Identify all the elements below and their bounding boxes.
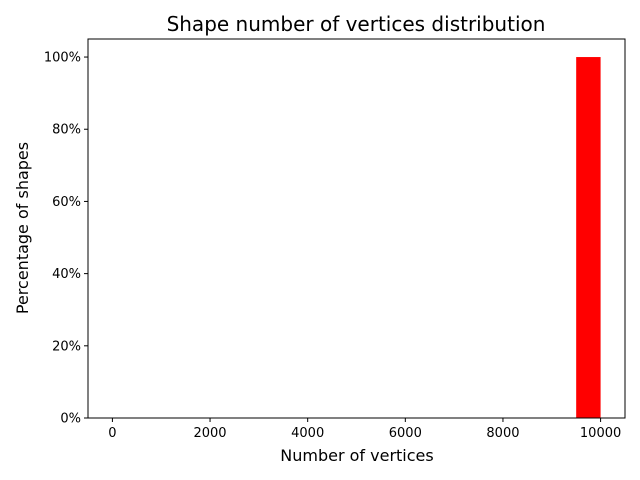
x-tick-label: 0 [108,426,116,441]
histogram-bar-0 [576,57,601,419]
y-tick-label: 100% [44,51,81,66]
x-tick-label: 10000 [580,426,621,441]
y-tick-label: 60% [52,195,81,210]
x-axis-ticks: 0 2000 4000 6000 8000 10000 [108,418,621,441]
y-tick-label: 80% [52,123,81,138]
y-tick-label: 0% [60,412,81,427]
chart-title: Shape number of vertices distribution [167,12,546,36]
x-tick-label: 6000 [389,426,422,441]
x-axis-label: Number of vertices [280,446,433,465]
x-tick-label: 8000 [486,426,519,441]
y-tick-label: 40% [52,267,81,282]
y-tick-label: 20% [52,339,81,354]
y-axis-label: Percentage of shapes [13,142,32,314]
bars-group [576,57,601,419]
plot-area-frame [87,38,626,419]
x-tick-label: 2000 [193,426,226,441]
y-axis-ticks: 0% 20% 40% 60% 80% 100% [44,51,88,427]
x-tick-label: 4000 [291,426,324,441]
